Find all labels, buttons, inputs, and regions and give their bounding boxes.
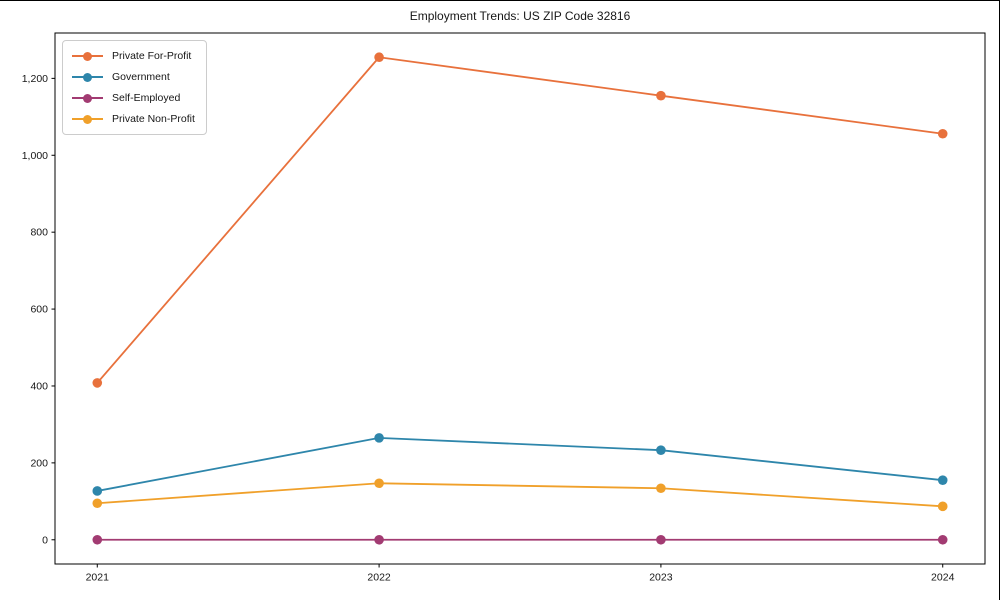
legend-label: Private Non-Profit bbox=[112, 113, 195, 125]
legend-item: Self-Employed bbox=[72, 90, 195, 106]
svg-text:2023: 2023 bbox=[649, 572, 673, 584]
legend-line-dot-icon bbox=[72, 93, 103, 103]
legend-item: Private For-Profit bbox=[72, 48, 195, 64]
chart-title: Employment Trends: US ZIP Code 32816 bbox=[409, 9, 631, 23]
svg-text:1,200: 1,200 bbox=[22, 73, 48, 85]
legend-line-dot-icon bbox=[72, 114, 103, 124]
svg-text:2021: 2021 bbox=[86, 572, 110, 584]
svg-text:600: 600 bbox=[30, 304, 48, 316]
svg-text:0: 0 bbox=[42, 534, 48, 546]
svg-text:2024: 2024 bbox=[931, 572, 955, 584]
svg-text:200: 200 bbox=[30, 457, 48, 469]
svg-text:1,000: 1,000 bbox=[22, 150, 48, 162]
legend-line-dot-icon bbox=[72, 72, 103, 82]
legend-label: Self-Employed bbox=[112, 92, 181, 104]
svg-text:800: 800 bbox=[30, 227, 48, 239]
legend-label: Private For-Profit bbox=[112, 50, 192, 62]
legend-label: Government bbox=[112, 71, 170, 83]
legend-item: Private Non-Profit bbox=[72, 111, 195, 127]
svg-text:2022: 2022 bbox=[367, 572, 391, 584]
legend-line-dot-icon bbox=[72, 51, 103, 61]
legend-item: Government bbox=[72, 69, 195, 85]
chart-legend: Private For-Profit Government Self-Emplo… bbox=[62, 40, 207, 135]
svg-text:400: 400 bbox=[30, 380, 48, 392]
